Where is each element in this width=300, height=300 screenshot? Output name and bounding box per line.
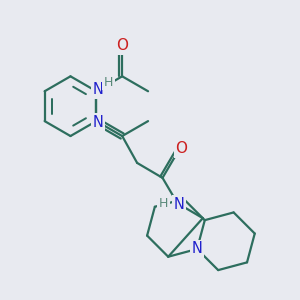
Text: H: H xyxy=(159,197,169,210)
Text: N: N xyxy=(192,242,203,256)
Text: O: O xyxy=(116,38,128,53)
Text: H: H xyxy=(104,76,113,89)
Text: N: N xyxy=(92,82,104,97)
Text: O: O xyxy=(175,141,187,156)
Text: N: N xyxy=(173,197,184,212)
Text: N: N xyxy=(92,115,104,130)
